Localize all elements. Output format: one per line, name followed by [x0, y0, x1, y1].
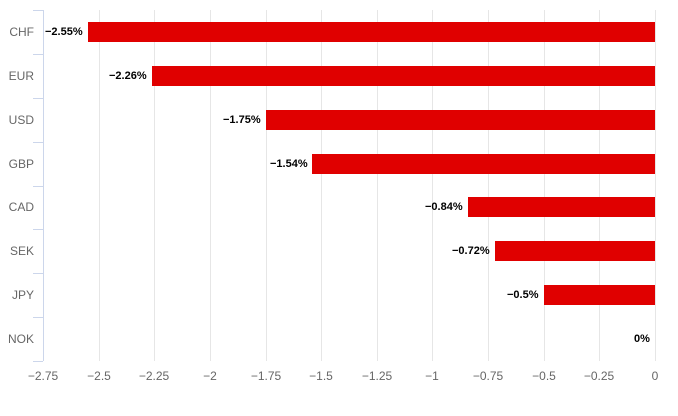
category-axis-tick [33, 54, 43, 55]
bar-GBP[interactable] [312, 154, 655, 174]
category-axis-tick [33, 317, 43, 318]
gridline-−2.25 [154, 10, 155, 361]
x-tick-label-−1.25: −1.25 [361, 369, 393, 383]
x-tick-label-−1.75: −1.75 [250, 369, 282, 383]
category-label-CAD: CAD [8, 200, 34, 214]
category-label-GBP: GBP [8, 157, 34, 171]
data-label-NOK: 0% [634, 333, 650, 345]
gridline-−1 [432, 10, 433, 361]
gridline-−1.75 [266, 10, 267, 361]
x-tick-label-0: 0 [651, 369, 659, 383]
data-label-GBP: −1.54% [270, 158, 308, 170]
category-axis-tick [33, 361, 43, 362]
bar-USD[interactable] [266, 110, 655, 130]
category-axis-tick [33, 98, 43, 99]
category-label-USD: USD [8, 113, 34, 127]
bar-CAD[interactable] [468, 197, 655, 217]
bar-EUR[interactable] [152, 66, 655, 86]
x-tick-label-−2: −2 [203, 369, 217, 383]
category-axis-tick [33, 229, 43, 230]
bar-JPY[interactable] [544, 285, 655, 305]
data-label-USD: −1.75% [223, 114, 261, 126]
category-label-SEK: SEK [9, 244, 34, 258]
gridline-−2 [210, 10, 211, 361]
x-tick-label-−0.5: −0.5 [532, 369, 556, 383]
data-label-SEK: −0.72% [452, 245, 490, 257]
gridline-−2.5 [99, 10, 100, 361]
bar-CHF[interactable] [88, 22, 655, 42]
gridline-0 [655, 10, 656, 361]
bar-SEK[interactable] [495, 241, 655, 261]
category-label-JPY: JPY [11, 288, 34, 302]
x-tick-label-−0.25: −0.25 [583, 369, 615, 383]
x-tick-label-−1.5: −1.5 [309, 369, 333, 383]
x-tick-label-−2.25: −2.25 [138, 369, 170, 383]
gridline-−0.75 [488, 10, 489, 361]
x-tick-label-−2.5: −2.5 [87, 369, 111, 383]
gridline-−0.25 [599, 10, 600, 361]
data-label-CAD: −0.84% [425, 201, 463, 213]
gridline-−1.25 [377, 10, 378, 361]
category-axis-tick [33, 142, 43, 143]
category-label-EUR: EUR [8, 69, 34, 83]
category-axis-tick [33, 10, 43, 11]
category-axis-tick [33, 186, 43, 187]
data-label-CHF: −2.55% [45, 26, 83, 38]
category-label-NOK: NOK [7, 332, 34, 346]
category-axis-line [43, 10, 44, 361]
gridline-−0.5 [544, 10, 545, 361]
data-label-JPY: −0.5% [507, 289, 539, 301]
gridline-−1.5 [321, 10, 322, 361]
category-axis-tick [33, 273, 43, 274]
x-tick-label-−1: −1 [425, 369, 439, 383]
category-label-CHF: CHF [9, 25, 34, 39]
data-label-EUR: −2.26% [109, 70, 147, 82]
x-tick-label-−2.75: −2.75 [27, 369, 59, 383]
x-tick-label-−0.75: −0.75 [472, 369, 504, 383]
